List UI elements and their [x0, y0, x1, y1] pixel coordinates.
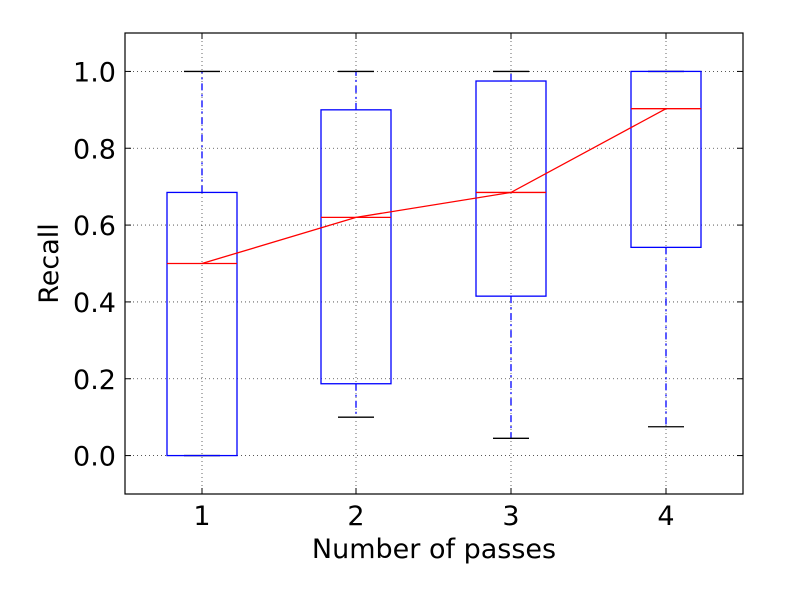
y-tick-label: 0.2 [73, 365, 116, 396]
plot-frame [124, 32, 744, 495]
x-tick-label: 3 [502, 501, 519, 532]
box-2 [320, 70, 392, 418]
iqr-box [630, 70, 702, 249]
y-tick-label: 0.6 [73, 211, 116, 242]
y-axis-label: Recall [34, 223, 65, 304]
x-axis-label: Number of passes [312, 534, 556, 565]
boxes [166, 70, 702, 457]
iqr-box [166, 191, 238, 457]
y-tick-label: 0.8 [73, 134, 116, 165]
median-trend-line [201, 108, 667, 265]
iqr-box [475, 80, 547, 297]
y-tick-label: 1.0 [73, 57, 116, 88]
y-tick-label: 0.4 [73, 288, 116, 319]
iqr-box [320, 109, 392, 385]
x-tick-label: 4 [657, 501, 674, 532]
box-3 [475, 70, 547, 439]
x-tick-label: 2 [347, 501, 364, 532]
x-tick-label: 1 [193, 501, 210, 532]
axis-ticks: 0.0 0.2 0.4 0.6 0.8 1.0 1 2 3 4 [73, 33, 743, 532]
y-tick-label: 0.0 [73, 442, 116, 473]
